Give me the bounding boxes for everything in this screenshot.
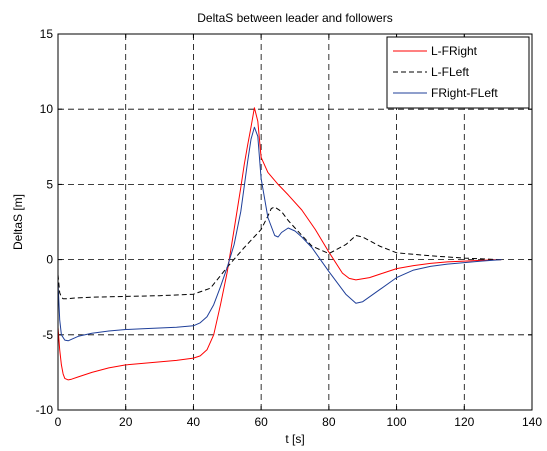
y-tick-label: 15 [40,27,54,41]
legend-label-2: L-FLeft [431,65,470,79]
chart-title: DeltaS between leader and followers [197,11,392,25]
plot-frame [57,33,533,411]
x-tick-label: 0 [55,415,62,429]
y-tick-label: -5 [42,328,53,342]
y-tick-label: 10 [40,102,54,116]
x-tick-label: 140 [522,415,542,429]
x-tick-label: 20 [119,415,133,429]
y-axis-title: DeltaS [m] [11,194,25,250]
x-tick-label: 120 [454,415,474,429]
x-axis-title: t [s] [285,432,304,446]
legend: L-FRight L-FLeft FRight-FLeft [386,36,530,109]
x-tick-label: 80 [322,415,336,429]
y-tick-label: 0 [46,253,53,267]
series-line-3 [57,126,502,342]
series-lines [57,107,502,381]
x-tick-label: 100 [387,415,407,429]
x-tick-label: 40 [187,415,201,429]
y-tick-label: 5 [46,177,53,191]
legend-label-3: FRight-FLeft [431,86,498,100]
series-line-1 [57,107,502,381]
ticks: 0 20 40 60 80 100 120 140 -10 -5 0 5 10 15 [36,27,543,429]
x-tick-label: 60 [254,415,268,429]
y-tick-label: -10 [36,403,54,417]
legend-label-1: L-FRight [431,44,478,58]
